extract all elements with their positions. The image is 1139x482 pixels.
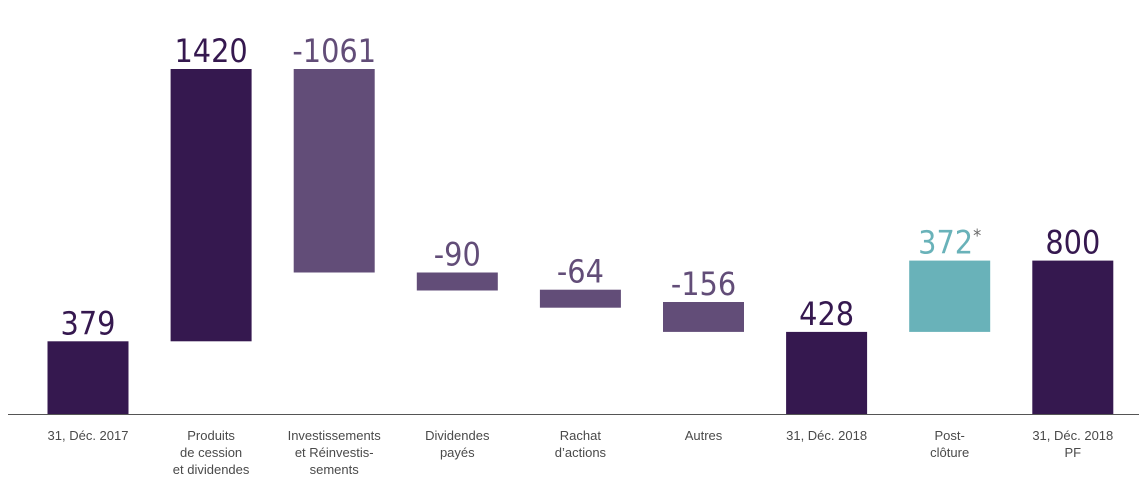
value-label-0: 379 — [61, 304, 116, 342]
value-label-6: 428 — [799, 295, 854, 333]
bar-7 — [909, 260, 991, 332]
category-label-0: 31, Déc. 2017 — [48, 428, 129, 443]
footnote-marker: * — [973, 226, 981, 247]
value-label-3: -90 — [434, 236, 481, 274]
value-label-4: -64 — [557, 253, 604, 291]
bar-5 — [663, 302, 744, 332]
bar-1 — [170, 69, 252, 342]
category-label-6: 31, Déc. 2018 — [786, 428, 867, 443]
bar-2 — [293, 69, 375, 273]
category-label-7: Post-clôture — [930, 428, 969, 460]
category-label-3: Dividendes payés — [425, 428, 490, 460]
bar-8 — [1032, 260, 1114, 414]
category-label-8: 31, Déc. 2018 PF — [1032, 428, 1113, 460]
value-label-2: -1061 — [292, 32, 376, 70]
bar-4 — [539, 289, 621, 308]
category-label-1: Produits de cession et dividendes — [173, 428, 250, 477]
value-label-8: 800 — [1045, 224, 1100, 262]
bar-0 — [47, 341, 129, 414]
value-label-1: 1420 — [174, 32, 247, 70]
value-label-7: 372* — [918, 224, 981, 262]
category-label-2: Investissements et Réinvestis-sements — [288, 428, 382, 477]
category-label-5: Autres — [685, 428, 723, 443]
bar-3 — [416, 272, 498, 291]
category-label-4: Rachat d’actions — [555, 428, 607, 460]
bar-6 — [786, 331, 868, 414]
value-label-5: -156 — [671, 265, 736, 303]
